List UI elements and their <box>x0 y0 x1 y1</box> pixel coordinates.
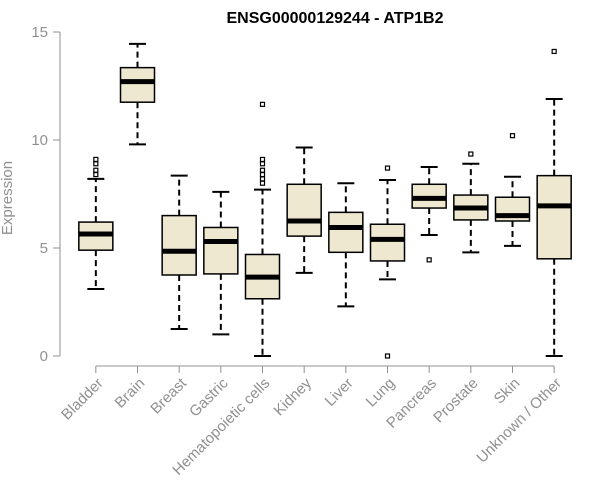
box-unknown-other <box>536 48 572 357</box>
iqr-box <box>119 66 156 103</box>
box-bladder <box>78 156 114 291</box>
outlier-point <box>468 151 474 157</box>
outlier-point <box>93 161 99 167</box>
chart-title: ENSG00000129244 - ATP1B2 <box>226 10 443 27</box>
outlier-point <box>509 133 516 139</box>
outlier-point <box>259 101 266 107</box>
iqr-box <box>161 214 197 276</box>
box-pancreas <box>411 166 447 263</box>
x-tick-label: Lung <box>363 375 399 411</box>
outlier-point <box>93 167 99 173</box>
outlier-point <box>426 257 432 263</box>
outlier-point <box>551 48 557 55</box>
box-skin <box>494 133 531 247</box>
outlier-point <box>259 156 266 163</box>
outlier-point <box>259 176 266 182</box>
box-liver <box>328 182 364 308</box>
x-tick-label: Brain <box>112 375 149 412</box>
outlier-point <box>93 171 99 178</box>
x-tick-label: Prostate <box>430 375 482 427</box>
y-axis-label: Expression <box>0 161 16 235</box>
outlier-point <box>384 165 391 171</box>
y-tick-label: 15 <box>31 24 48 41</box>
x-tick-label: Liver <box>322 375 357 410</box>
iqr-box <box>203 226 239 275</box>
iqr-box <box>536 174 572 260</box>
outlier-point <box>259 161 266 167</box>
box-lung <box>369 165 406 359</box>
y-axis: 0 5 10 15 <box>31 24 61 365</box>
x-tick-label: Bladder <box>58 375 107 424</box>
y-tick-label: 5 <box>40 240 48 257</box>
box-kidney <box>286 146 322 274</box>
outlier-point <box>259 171 266 178</box>
iqr-box <box>369 223 406 262</box>
x-tick-label: Skin <box>491 375 524 408</box>
box-breast <box>161 174 197 330</box>
x-tick-label: Kidney <box>271 374 316 419</box>
outlier-point <box>259 180 266 186</box>
iqr-box <box>328 211 364 254</box>
box-brain <box>119 42 156 146</box>
boxes <box>78 42 572 359</box>
box-gastric <box>203 190 239 336</box>
outlier-point <box>93 156 99 163</box>
box-prostate <box>453 151 489 254</box>
outlier-point <box>259 167 266 173</box>
y-tick-label: 0 <box>40 348 48 365</box>
x-tick-label: Breast <box>147 374 190 417</box>
y-tick-label: 10 <box>31 132 48 149</box>
box-hematopoietic-cells <box>244 101 281 357</box>
iqr-box <box>286 183 322 237</box>
outlier-point <box>384 353 391 359</box>
